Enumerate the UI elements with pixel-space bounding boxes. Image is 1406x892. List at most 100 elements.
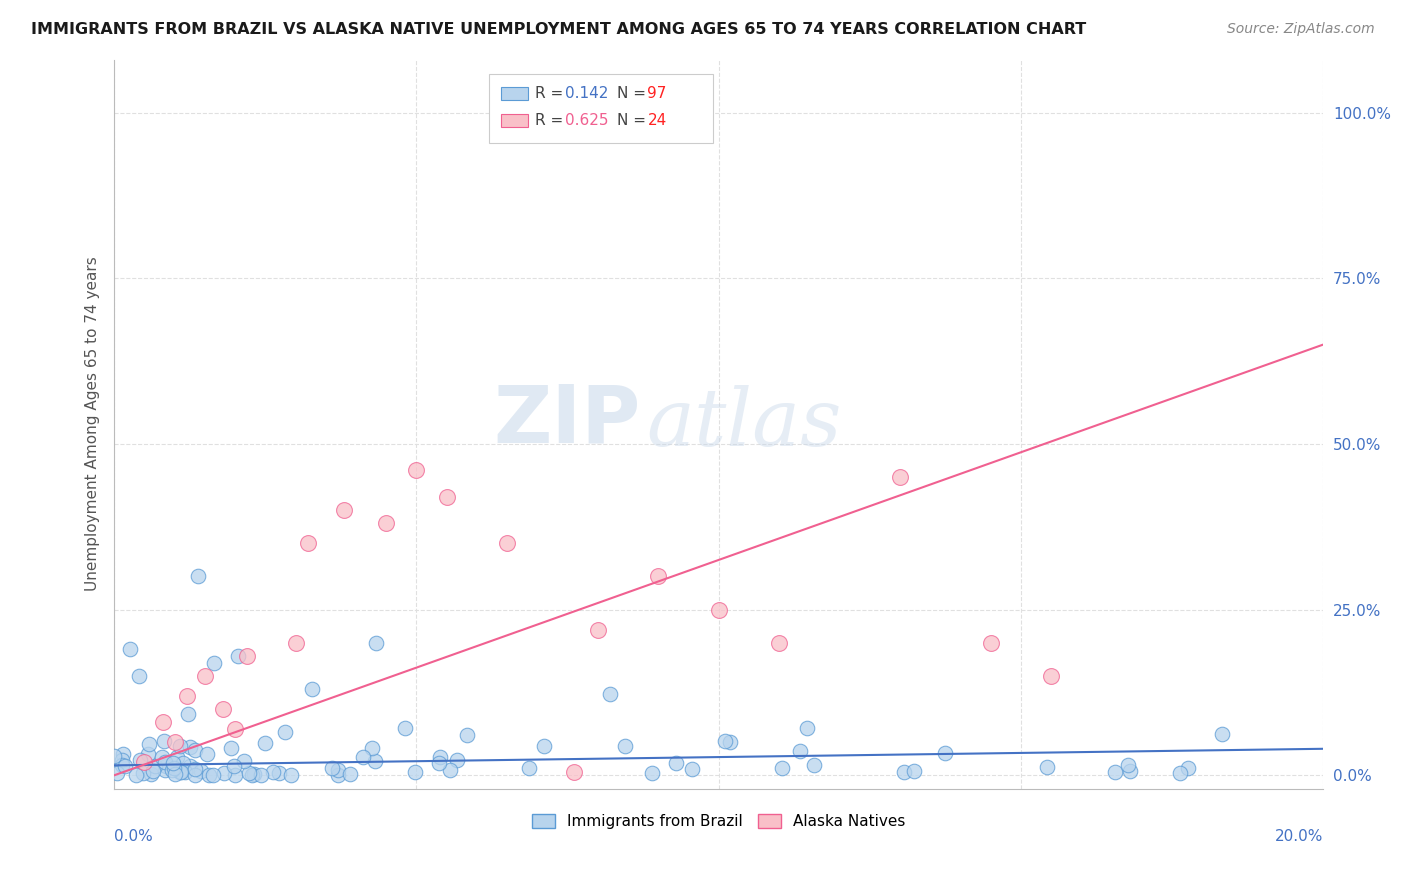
Point <box>219 741 242 756</box>
Point <box>889 470 911 484</box>
Point <box>169 739 191 753</box>
Point <box>155 759 177 773</box>
Point <box>903 764 925 778</box>
Point <box>195 747 218 762</box>
Point <box>138 737 160 751</box>
FancyBboxPatch shape <box>501 114 527 128</box>
Point <box>301 682 323 697</box>
Point <box>136 747 159 761</box>
Point <box>1104 764 1126 779</box>
Point <box>184 762 207 776</box>
FancyBboxPatch shape <box>489 74 713 144</box>
Point <box>183 768 205 782</box>
Point <box>1040 669 1063 683</box>
Point <box>176 707 198 722</box>
Point <box>681 762 703 776</box>
Point <box>1177 761 1199 775</box>
Point <box>254 736 277 750</box>
Text: Source: ZipAtlas.com: Source: ZipAtlas.com <box>1227 22 1375 37</box>
Point <box>718 735 741 749</box>
Point <box>184 743 207 757</box>
Point <box>194 669 217 683</box>
Point <box>405 463 427 477</box>
Point <box>375 516 398 531</box>
Point <box>647 569 669 583</box>
Text: 24: 24 <box>647 112 666 128</box>
Point <box>152 715 174 730</box>
Point <box>125 767 148 781</box>
Point <box>427 756 450 770</box>
Point <box>713 734 735 748</box>
Point <box>114 759 136 773</box>
Point <box>179 739 201 754</box>
Text: R =: R = <box>534 87 568 102</box>
Point <box>446 753 468 767</box>
Point <box>198 768 221 782</box>
Point <box>105 766 128 780</box>
Point <box>232 754 254 768</box>
Point <box>202 768 225 782</box>
Text: atlas: atlas <box>647 385 842 463</box>
Point <box>250 768 273 782</box>
Point <box>796 722 818 736</box>
Point <box>333 503 356 517</box>
Text: 0.0%: 0.0% <box>114 829 153 844</box>
Point <box>1116 758 1139 772</box>
Point <box>263 764 285 779</box>
Point <box>131 766 153 780</box>
Point <box>394 721 416 735</box>
Point <box>162 756 184 770</box>
Point <box>429 750 451 764</box>
Point <box>242 767 264 781</box>
Point <box>533 739 555 753</box>
Point <box>143 758 166 772</box>
Point <box>224 722 246 736</box>
Point <box>170 765 193 780</box>
Text: ZIP: ZIP <box>494 382 640 459</box>
Point <box>172 756 194 770</box>
Point <box>110 758 132 772</box>
Text: IMMIGRANTS FROM BRAZIL VS ALASKA NATIVE UNEMPLOYMENT AMONG AGES 65 TO 74 YEARS C: IMMIGRANTS FROM BRAZIL VS ALASKA NATIVE … <box>31 22 1087 37</box>
Point <box>173 765 195 780</box>
Text: 97: 97 <box>647 87 666 102</box>
Point <box>934 746 956 760</box>
FancyBboxPatch shape <box>501 87 527 100</box>
Point <box>160 763 183 777</box>
Point <box>586 623 609 637</box>
Point <box>980 636 1002 650</box>
Text: 0.625: 0.625 <box>565 112 609 128</box>
Point <box>224 759 246 773</box>
Point <box>243 767 266 781</box>
Text: N =: N = <box>617 87 651 102</box>
Point <box>893 765 915 780</box>
Point <box>803 758 825 772</box>
Point <box>280 768 302 782</box>
Y-axis label: Unemployment Among Ages 65 to 74 years: Unemployment Among Ages 65 to 74 years <box>86 257 100 591</box>
Point <box>284 636 307 650</box>
Point <box>118 642 141 657</box>
Point <box>641 766 664 780</box>
Point <box>557 105 579 120</box>
Text: 20.0%: 20.0% <box>1275 829 1323 844</box>
Text: 0.142: 0.142 <box>565 87 609 102</box>
Point <box>328 768 350 782</box>
Point <box>456 728 478 742</box>
Point <box>321 761 343 775</box>
Point <box>128 669 150 683</box>
Point <box>153 763 176 777</box>
Point <box>224 768 246 782</box>
Point <box>267 765 290 780</box>
Point <box>352 749 374 764</box>
Point <box>179 759 201 773</box>
Point <box>111 747 134 762</box>
Point <box>1168 766 1191 780</box>
Point <box>364 754 387 768</box>
Point <box>274 725 297 739</box>
Point <box>496 536 519 550</box>
Point <box>190 764 212 778</box>
Point <box>163 735 186 749</box>
Point <box>665 756 688 770</box>
Point <box>328 763 350 777</box>
Point <box>613 739 636 753</box>
Point <box>404 764 426 779</box>
